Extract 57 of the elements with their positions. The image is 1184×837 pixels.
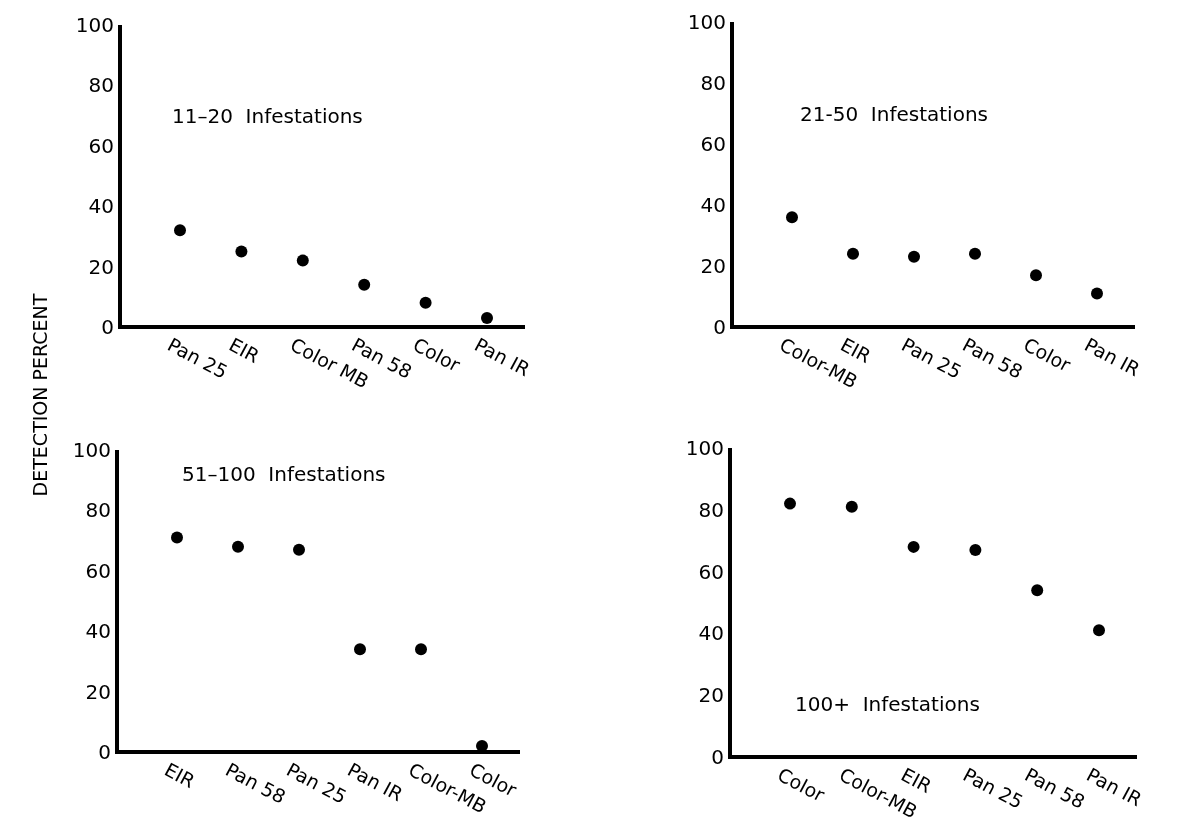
point: [354, 643, 366, 656]
y-tick-label: 0: [711, 745, 724, 769]
y-tick-label: 60: [698, 559, 724, 584]
point: [847, 247, 859, 260]
point: [293, 543, 305, 556]
point: [1031, 584, 1044, 597]
point: [969, 247, 981, 260]
point: [786, 211, 798, 224]
y-tick-label: 40: [85, 619, 111, 644]
y-tick-label: 60: [700, 132, 726, 156]
y-tick-label: 20: [700, 254, 726, 278]
y-tick-label: 20: [85, 679, 111, 704]
y-tick-label: 20: [698, 683, 724, 708]
y-tick-label: 100: [685, 436, 724, 460]
point: [481, 311, 493, 324]
y-tick-label: 20: [88, 254, 114, 279]
point: [171, 531, 183, 544]
point: [232, 540, 244, 553]
y-tick-label: 100: [75, 13, 114, 37]
point: [174, 224, 186, 237]
point: [358, 278, 371, 291]
text: 100+ Infestations: [795, 692, 980, 717]
x-tick-label: Pan IR: [1081, 333, 1144, 381]
y-tick-label: 100: [72, 438, 111, 462]
point: [419, 296, 432, 309]
y-tick-label: 80: [88, 73, 114, 98]
point: [908, 250, 920, 263]
y-tick-label: 40: [700, 193, 726, 217]
text: 21-50 Infestations: [800, 101, 988, 126]
text: 11–20 Infestations: [172, 103, 363, 128]
y-tick-label: 0: [101, 315, 114, 339]
y-tick-label: 60: [88, 133, 114, 158]
point: [907, 540, 920, 553]
y-tick-label: 80: [698, 497, 724, 522]
y-tick-label: 80: [85, 498, 111, 523]
point: [845, 500, 858, 513]
y-tick-label: 80: [700, 71, 726, 95]
x-tick-label: EIR: [161, 758, 199, 792]
x-tick-label: Color: [774, 763, 829, 806]
point: [1030, 269, 1042, 282]
point: [296, 254, 309, 267]
y-axis-title: DETECTION PERCENT: [28, 293, 51, 497]
point: [235, 245, 248, 258]
x-tick-label: Pan IR: [471, 333, 534, 381]
x-tick-label: Pan IR: [1083, 763, 1146, 811]
point: [415, 643, 427, 656]
point: [784, 497, 796, 510]
y-tick-label: 0: [98, 740, 111, 764]
point: [1093, 624, 1105, 637]
text: 51–100 Infestations: [182, 462, 386, 487]
y-tick-label: 100: [687, 10, 726, 34]
y-tick-label: 40: [698, 621, 724, 646]
y-tick-label: 0: [713, 315, 726, 339]
y-tick-label: 40: [88, 194, 114, 219]
point: [1091, 287, 1103, 300]
y-tick-label: 60: [85, 558, 111, 583]
point: [969, 543, 982, 556]
